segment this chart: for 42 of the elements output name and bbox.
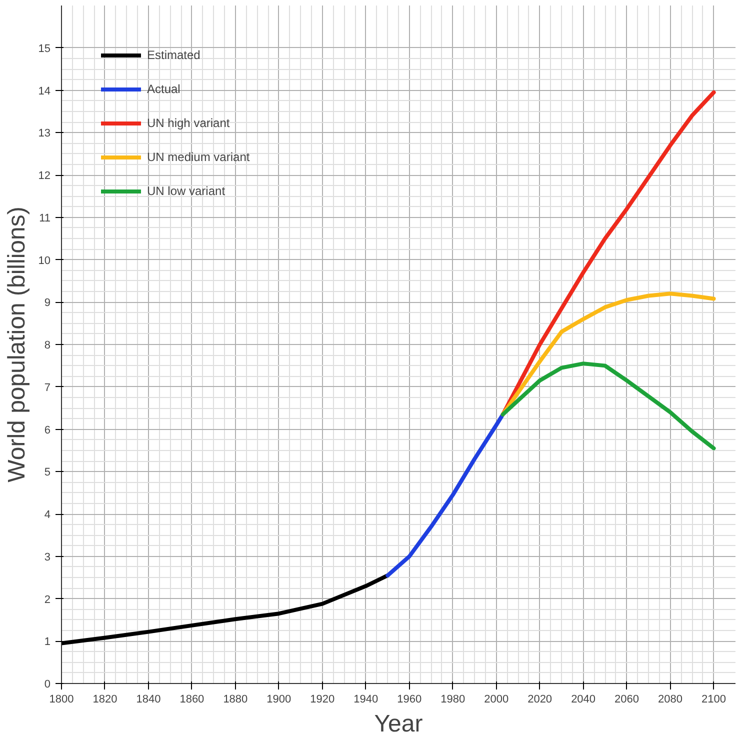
y-tick-label: 9 <box>44 297 51 310</box>
x-tick-label: 2080 <box>658 694 683 706</box>
y-tick-label: 1 <box>44 636 51 648</box>
x-axis-title: Year <box>374 710 423 738</box>
y-tick-label: 8 <box>44 340 51 352</box>
x-tick-label: 2060 <box>614 694 640 706</box>
x-tick-label: 1980 <box>440 694 466 706</box>
x-tick-label: 1920 <box>310 694 335 706</box>
legend-label: UN high variant <box>147 116 230 130</box>
y-tick-label: 10 <box>38 254 51 267</box>
legend-label: UN medium variant <box>147 150 250 164</box>
legend-label: Estimated <box>147 48 200 62</box>
x-tick-label: 1900 <box>266 694 292 706</box>
x-tick-label: 2040 <box>571 694 596 706</box>
y-tick-label: 2 <box>44 594 51 606</box>
y-tick-label: 6 <box>44 424 51 436</box>
y-tick-label: 7 <box>44 382 51 394</box>
y-tick-label: 12 <box>38 170 51 182</box>
x-tick-label: 1940 <box>354 694 378 706</box>
y-tick-label: 3 <box>44 551 51 564</box>
legend-label: UN low variant <box>147 184 226 198</box>
x-tick-label: 1840 <box>136 694 161 706</box>
x-tick-label: 2000 <box>484 694 509 706</box>
y-tick-label: 15 <box>38 42 51 55</box>
x-tick-label: 1960 <box>397 694 422 706</box>
y-tick-label: 0 <box>44 678 51 690</box>
line-series <box>500 362 716 450</box>
y-tick-label: 5 <box>44 466 51 479</box>
legend-label: Actual <box>147 82 180 96</box>
y-axis-title: World population (billions) <box>3 206 30 482</box>
line-series <box>386 412 505 578</box>
y-tick-label: 13 <box>38 128 51 140</box>
x-tick-label: 1880 <box>223 694 248 706</box>
x-tick-label: 1800 <box>49 694 74 706</box>
y-tick-label: 11 <box>39 212 51 224</box>
x-tick-label: 2020 <box>528 694 552 706</box>
x-tick-label: 1820 <box>92 694 118 706</box>
x-tick-label: 2100 <box>702 694 726 706</box>
y-tick-label: 14 <box>38 85 51 98</box>
line-series <box>500 292 716 416</box>
x-tick-label: 1860 <box>180 694 204 706</box>
y-tick-label: 4 <box>44 509 51 521</box>
